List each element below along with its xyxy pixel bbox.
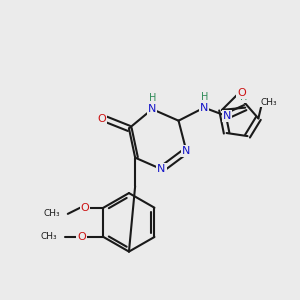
Text: H: H (201, 92, 208, 102)
Text: N: N (148, 104, 156, 114)
Text: CH₃: CH₃ (44, 209, 60, 218)
Text: H: H (240, 92, 247, 102)
Text: N: N (222, 111, 231, 121)
Text: O: O (237, 88, 246, 98)
Text: H: H (149, 93, 157, 103)
Text: N: N (157, 164, 166, 174)
Text: O: O (80, 203, 89, 213)
Text: N: N (182, 146, 190, 156)
Text: O: O (98, 114, 106, 124)
Text: N: N (200, 103, 208, 112)
Text: CH₃: CH₃ (260, 98, 277, 107)
Text: O: O (77, 232, 86, 242)
Text: CH₃: CH₃ (40, 232, 57, 242)
